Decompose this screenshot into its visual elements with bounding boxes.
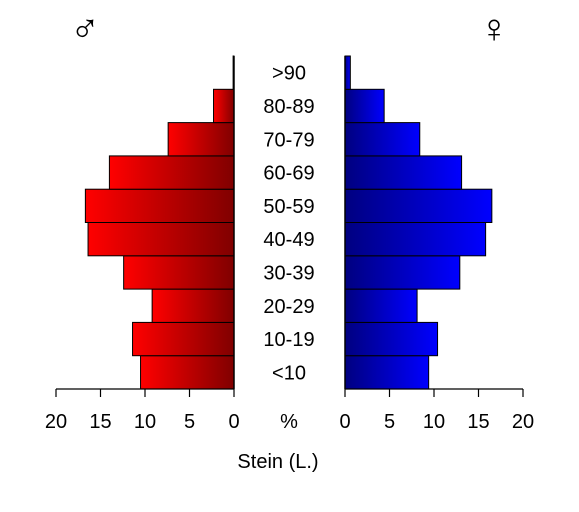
female-bar: [344, 255, 461, 290]
unit-label: %: [280, 411, 298, 433]
tick-label: 5: [384, 411, 395, 433]
age-group-label: 70-79: [263, 129, 314, 151]
male-symbol: ♂: [70, 7, 100, 51]
tick-label: 15: [467, 411, 489, 433]
male-bar: [213, 88, 235, 124]
female-bars: [344, 55, 493, 390]
female-bar: [344, 355, 430, 390]
age-group-labels: <10 10-19 20-29 30-39 40-49 50-59 60-69 70-79 80…: [263, 63, 314, 385]
tick-label: 20: [45, 411, 67, 433]
female-bar: [344, 88, 385, 124]
female-bar: [344, 222, 487, 257]
male-bar: [108, 155, 235, 190]
female-symbol: ♀: [479, 7, 509, 51]
male-bar: [132, 321, 235, 357]
age-group-label: 40-49: [263, 229, 314, 251]
tick-label: 20: [512, 411, 534, 433]
tick-label: 15: [89, 411, 111, 433]
tick-label: 5: [184, 411, 195, 433]
age-group-label: 20-29: [263, 296, 314, 318]
male-bar: [84, 188, 235, 223]
female-bar: [344, 122, 421, 157]
male-bar: [87, 222, 235, 257]
tick-label: 0: [228, 411, 239, 433]
age-group-label: 30-39: [263, 262, 314, 284]
male-bar: [167, 122, 235, 157]
female-bar: [344, 288, 418, 323]
male-bars: [84, 55, 235, 390]
female-bar: [344, 155, 463, 190]
left-x-axis: 20 15 10 5 0: [45, 388, 240, 433]
female-bar: [344, 188, 493, 223]
female-bar: [344, 55, 351, 90]
right-x-axis: 0 5 10 15 20: [339, 388, 534, 433]
tick-label: 0: [339, 411, 350, 433]
age-group-label: 80-89: [263, 96, 314, 118]
age-group-label: >90: [272, 63, 306, 85]
male-bar: [123, 255, 235, 290]
male-bar: [151, 288, 235, 323]
female-bar: [344, 321, 439, 357]
tick-label: 10: [134, 411, 156, 433]
age-group-label: 60-69: [263, 163, 314, 185]
age-group-label: 50-59: [263, 196, 314, 218]
tick-label: 10: [423, 411, 445, 433]
male-bar: [140, 355, 235, 390]
age-group-label: <10: [272, 362, 306, 384]
age-group-label: 10-19: [263, 329, 314, 351]
chart-caption: Stein (L.): [237, 451, 318, 473]
